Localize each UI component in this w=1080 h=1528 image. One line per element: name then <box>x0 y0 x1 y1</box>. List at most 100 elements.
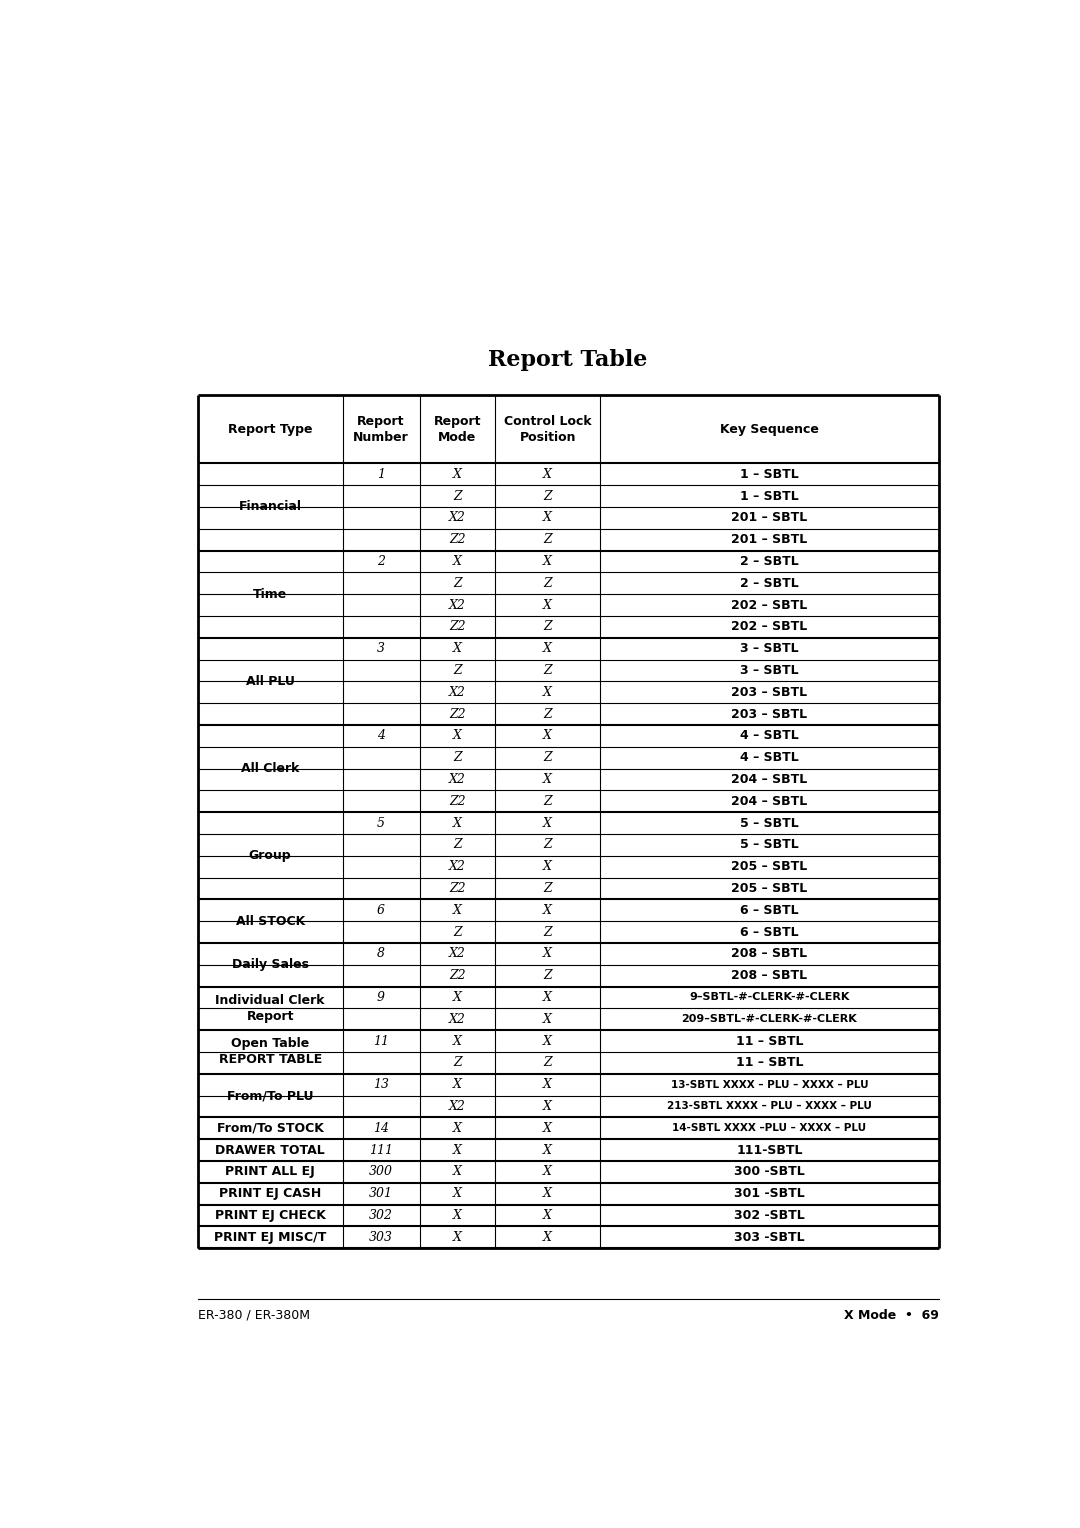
Text: 302 -SBTL: 302 -SBTL <box>734 1209 805 1222</box>
Text: 203 – SBTL: 203 – SBTL <box>731 707 808 721</box>
Text: Open Table
REPORT TABLE: Open Table REPORT TABLE <box>218 1038 322 1067</box>
Text: X: X <box>453 1034 461 1048</box>
Text: 2 – SBTL: 2 – SBTL <box>740 576 799 590</box>
Text: X: X <box>453 1143 461 1157</box>
Text: X2: X2 <box>449 599 465 611</box>
Text: 1: 1 <box>377 468 386 481</box>
Text: X: X <box>543 555 552 568</box>
Text: Z: Z <box>453 1056 461 1070</box>
Text: From/To PLU: From/To PLU <box>227 1089 313 1102</box>
Text: X: X <box>543 1230 552 1244</box>
Text: 3 – SBTL: 3 – SBTL <box>740 665 799 677</box>
Text: X: X <box>543 599 552 611</box>
Text: X: X <box>543 686 552 698</box>
Text: X: X <box>543 1013 552 1025</box>
Text: X: X <box>453 992 461 1004</box>
Text: X: X <box>453 729 461 743</box>
Text: X: X <box>543 1166 552 1178</box>
Text: PRINT EJ CASH: PRINT EJ CASH <box>219 1187 322 1199</box>
Text: Z: Z <box>453 576 461 590</box>
Text: 9–SBTL-#-CLERK-#-CLERK: 9–SBTL-#-CLERK-#-CLERK <box>689 993 850 1002</box>
Text: X: X <box>453 1230 461 1244</box>
Text: Z: Z <box>543 839 552 851</box>
Text: DRAWER TOTAL: DRAWER TOTAL <box>215 1143 325 1157</box>
Text: 302: 302 <box>369 1209 393 1222</box>
Text: Z: Z <box>453 839 461 851</box>
Text: 6: 6 <box>377 903 386 917</box>
Text: Z2: Z2 <box>449 533 465 545</box>
Text: Daily Sales: Daily Sales <box>232 958 309 972</box>
Text: 301 -SBTL: 301 -SBTL <box>734 1187 805 1199</box>
Text: X: X <box>453 1187 461 1199</box>
Text: All STOCK: All STOCK <box>235 915 305 927</box>
Text: X: X <box>453 468 461 481</box>
Text: Z2: Z2 <box>449 882 465 895</box>
Text: From/To STOCK: From/To STOCK <box>217 1122 324 1135</box>
Text: X: X <box>453 1079 461 1091</box>
Text: Control Lock
Position: Control Lock Position <box>504 414 592 443</box>
Text: X2: X2 <box>449 1013 465 1025</box>
Text: Report Table: Report Table <box>488 348 647 371</box>
Text: Z: Z <box>543 882 552 895</box>
Text: Z: Z <box>453 926 461 938</box>
Text: X: X <box>543 1034 552 1048</box>
Text: X: X <box>543 860 552 872</box>
Text: 201 – SBTL: 201 – SBTL <box>731 512 808 524</box>
Text: 303: 303 <box>369 1230 393 1244</box>
Text: X: X <box>453 903 461 917</box>
Text: X: X <box>543 642 552 656</box>
Text: Z2: Z2 <box>449 795 465 808</box>
Text: ER-380 / ER-380M: ER-380 / ER-380M <box>198 1308 310 1322</box>
Text: X: X <box>453 642 461 656</box>
Text: Z: Z <box>543 926 552 938</box>
Text: X2: X2 <box>449 947 465 961</box>
Text: Z2: Z2 <box>449 969 465 983</box>
Text: Z: Z <box>543 969 552 983</box>
Text: X: X <box>453 1166 461 1178</box>
Text: All Clerk: All Clerk <box>241 762 299 775</box>
Text: 14: 14 <box>373 1122 389 1135</box>
Text: Report
Number: Report Number <box>353 414 409 443</box>
Text: 1 – SBTL: 1 – SBTL <box>740 489 799 503</box>
Text: X: X <box>543 468 552 481</box>
Text: X: X <box>543 729 552 743</box>
Text: Individual Clerk
Report: Individual Clerk Report <box>215 993 325 1022</box>
Text: X: X <box>543 992 552 1004</box>
Text: 300: 300 <box>369 1166 393 1178</box>
Text: X2: X2 <box>449 686 465 698</box>
Text: 2: 2 <box>377 555 386 568</box>
Text: All PLU: All PLU <box>246 675 295 688</box>
Text: 11 – SBTL: 11 – SBTL <box>735 1056 804 1070</box>
Text: 301: 301 <box>369 1187 393 1199</box>
Text: X2: X2 <box>449 773 465 785</box>
Text: Z: Z <box>453 489 461 503</box>
Text: Z2: Z2 <box>449 707 465 721</box>
Text: 3 – SBTL: 3 – SBTL <box>740 642 799 656</box>
Text: Z2: Z2 <box>449 620 465 634</box>
Text: 111-SBTL: 111-SBTL <box>737 1143 802 1157</box>
Text: X2: X2 <box>449 860 465 872</box>
Text: X: X <box>453 1209 461 1222</box>
Text: Time: Time <box>253 588 287 601</box>
Text: 204 – SBTL: 204 – SBTL <box>731 795 808 808</box>
Text: 5: 5 <box>377 816 386 830</box>
Text: 205 – SBTL: 205 – SBTL <box>731 882 808 895</box>
Text: X: X <box>543 512 552 524</box>
Text: Z: Z <box>543 576 552 590</box>
Text: X: X <box>543 947 552 961</box>
Text: Group: Group <box>248 850 292 862</box>
Text: Z: Z <box>543 533 552 545</box>
Text: Z: Z <box>543 795 552 808</box>
Text: X: X <box>543 816 552 830</box>
Text: 111: 111 <box>369 1143 393 1157</box>
Text: X2: X2 <box>449 1100 465 1112</box>
Text: X: X <box>543 1122 552 1135</box>
Text: PRINT EJ CHECK: PRINT EJ CHECK <box>215 1209 325 1222</box>
Text: X: X <box>543 1143 552 1157</box>
Text: 14-SBTL XXXX –PLU – XXXX – PLU: 14-SBTL XXXX –PLU – XXXX – PLU <box>673 1123 866 1134</box>
Text: X: X <box>453 1122 461 1135</box>
Text: X: X <box>543 1187 552 1199</box>
Text: X Mode  •  69: X Mode • 69 <box>843 1308 939 1322</box>
Text: 5 – SBTL: 5 – SBTL <box>740 816 799 830</box>
Text: 11 – SBTL: 11 – SBTL <box>735 1034 804 1048</box>
